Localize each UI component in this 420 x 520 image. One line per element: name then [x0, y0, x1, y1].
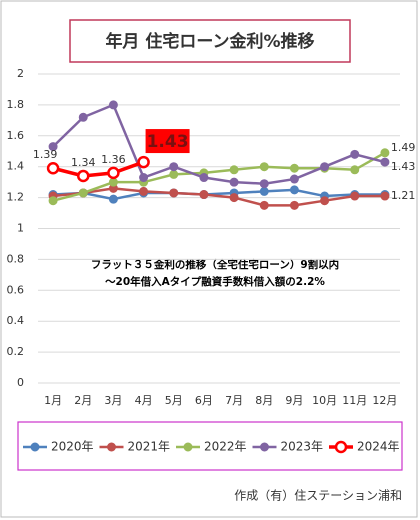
point — [320, 162, 330, 172]
title-box — [69, 19, 351, 63]
data-label: 1.43 — [391, 160, 416, 173]
y-tick-label: 1.2 — [7, 191, 25, 204]
point — [78, 112, 88, 122]
point — [259, 179, 269, 189]
x-tick-label: 6月 — [195, 394, 213, 407]
point — [229, 165, 239, 175]
point — [259, 200, 269, 210]
data-label: 1.34 — [71, 156, 96, 169]
series-line — [53, 188, 385, 201]
x-tick-label: 11月 — [342, 394, 367, 407]
point — [289, 200, 299, 210]
point — [229, 177, 239, 187]
x-tick-label: 9月 — [285, 394, 303, 407]
point — [139, 173, 149, 183]
legend-marker — [183, 442, 193, 452]
point — [380, 157, 390, 167]
chart-title: 年月 住宅ローン金利%推移 — [105, 31, 314, 52]
point — [46, 161, 60, 175]
x-tick-label: 8月 — [255, 394, 273, 407]
point — [108, 194, 118, 204]
x-tick-label: 4月 — [135, 394, 153, 407]
label-highlight — [145, 129, 190, 154]
series-line — [52, 151, 386, 202]
point — [48, 142, 58, 152]
y-tick-label: 2 — [17, 67, 24, 80]
x-tick-label: 2月 — [74, 394, 92, 407]
point — [137, 155, 150, 169]
point — [199, 190, 209, 200]
legend-marker — [30, 442, 40, 452]
data-label: 1.49 — [391, 141, 416, 154]
series-line — [52, 187, 385, 207]
y-tick-label: 0.6 — [7, 283, 25, 296]
point — [350, 191, 360, 201]
x-tick-label: 10月 — [312, 394, 337, 407]
x-tick-label: 1月 — [44, 394, 62, 407]
point — [259, 162, 269, 172]
y-tick-label: 1.4 — [7, 160, 25, 173]
point — [108, 177, 118, 187]
series-line — [52, 103, 386, 185]
legend-label: 2023年 — [281, 440, 324, 454]
x-tick-label: 3月 — [104, 394, 122, 407]
point — [320, 196, 330, 206]
point — [108, 100, 118, 110]
point — [78, 188, 88, 198]
point — [48, 196, 58, 206]
y-tick-label: 0.2 — [7, 345, 25, 358]
annotation: フラット３５金利の推移（全宅住宅ローン）9割以内 — [91, 258, 339, 271]
data-label: 1.21 — [391, 189, 416, 202]
y-tick-label: 1 — [17, 222, 24, 235]
legend-marker — [334, 440, 348, 454]
point — [289, 185, 299, 195]
point — [289, 163, 299, 173]
point — [350, 165, 360, 175]
point — [169, 162, 179, 172]
data-label: 1.36 — [101, 153, 126, 166]
data-label: 1.43 — [147, 132, 189, 152]
legend-label: 2022年 — [204, 440, 247, 454]
legend-label: 2021年 — [128, 440, 171, 454]
point — [380, 148, 390, 158]
point — [169, 169, 179, 179]
point — [259, 186, 269, 196]
point — [199, 173, 209, 183]
legend-marker — [260, 442, 269, 452]
x-tick-label: 12月 — [372, 394, 397, 407]
legend-label: 2024年 — [357, 440, 400, 454]
y-tick-label: 0.8 — [7, 252, 25, 265]
y-tick-label: 1.8 — [7, 98, 25, 111]
point — [107, 166, 120, 180]
y-tick-label: 0 — [17, 376, 24, 389]
point — [289, 174, 299, 184]
point — [350, 149, 360, 159]
legend-marker — [107, 442, 116, 452]
data-label: 1.39 — [33, 148, 58, 161]
point — [77, 169, 90, 183]
y-tick-label: 1.6 — [7, 129, 25, 142]
legend-label: 2020年 — [51, 440, 94, 454]
series-line — [52, 160, 145, 178]
point — [229, 193, 239, 203]
point — [380, 191, 390, 201]
annotation: ～20年借入Aタイプ融資手数料借入額の2.2% — [105, 275, 325, 288]
point — [139, 186, 149, 196]
footer: 作成（有）住ステーション浦和 — [234, 489, 402, 503]
y-tick-label: 0.4 — [7, 314, 25, 327]
point — [169, 188, 179, 198]
x-tick-label: 7月 — [225, 394, 243, 407]
x-tick-label: 5月 — [165, 394, 183, 407]
